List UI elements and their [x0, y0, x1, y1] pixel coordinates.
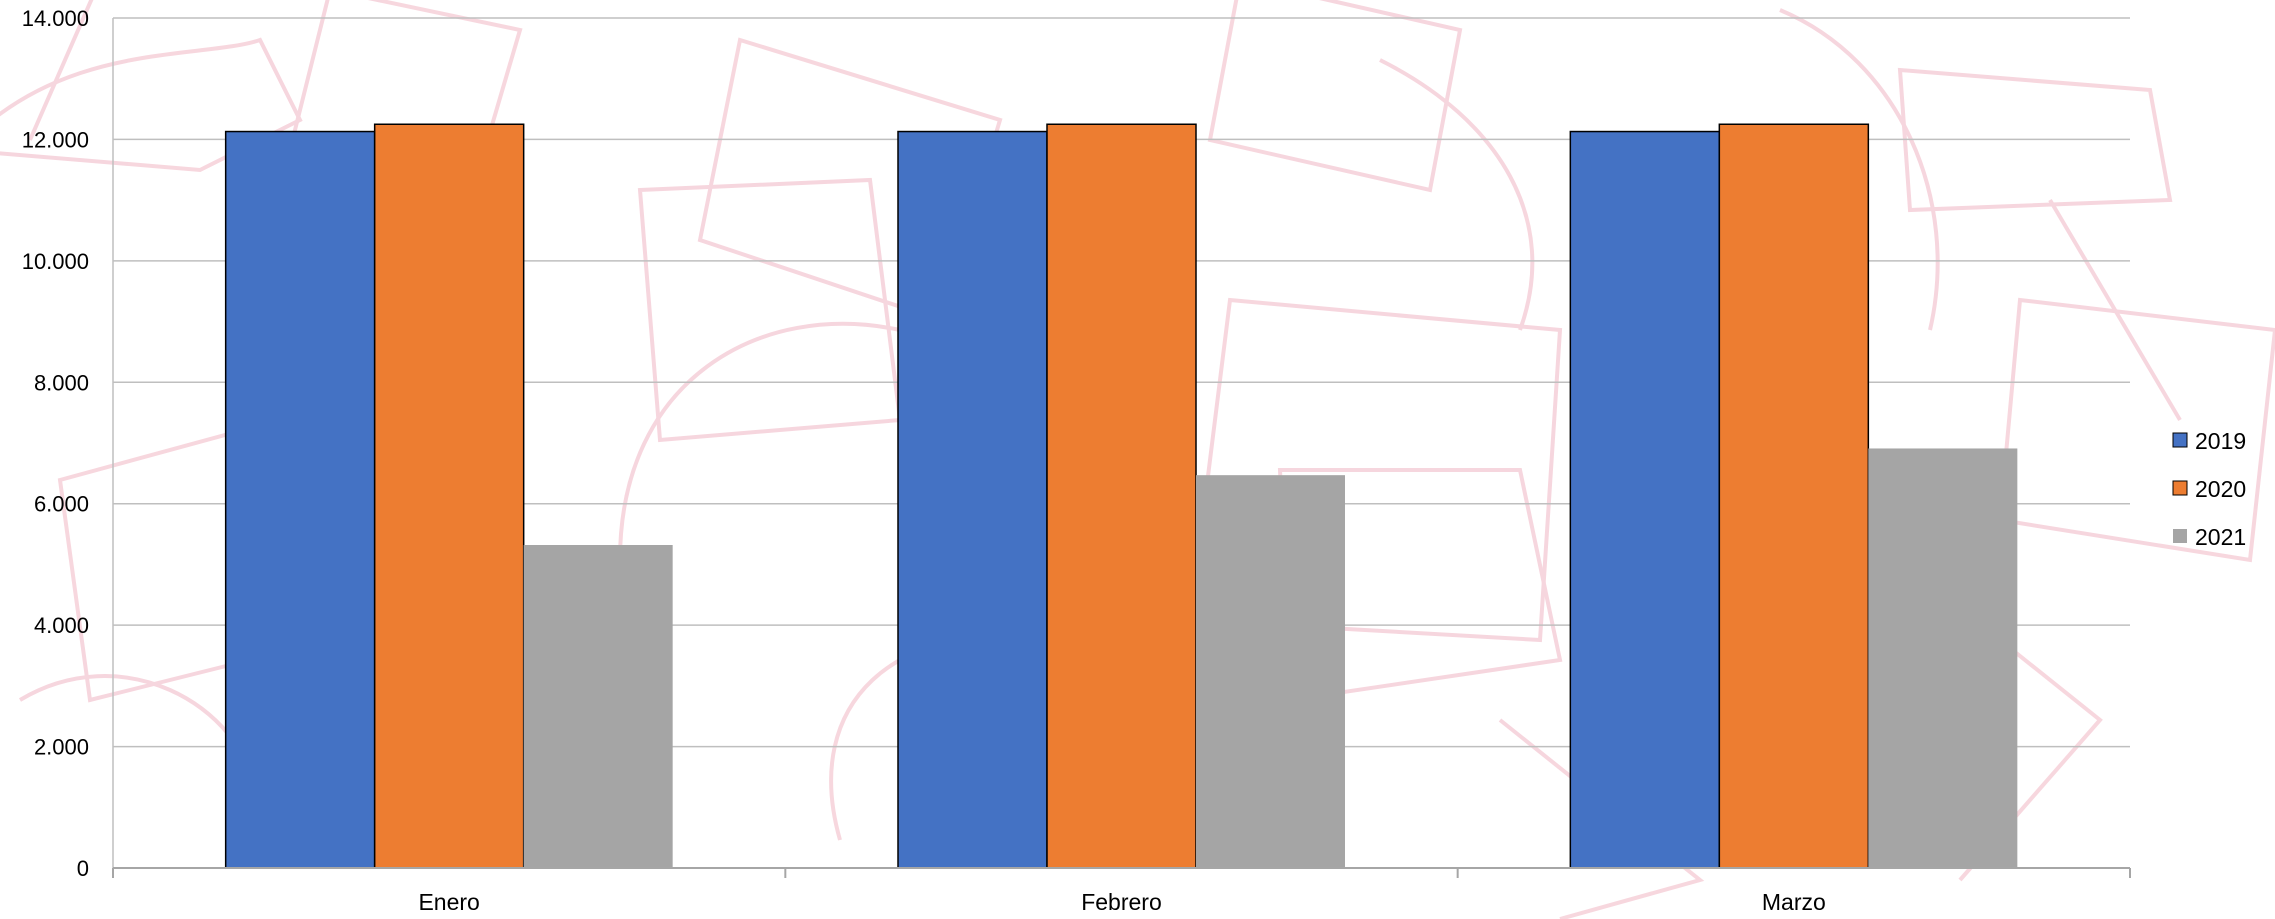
- bar-2021-enero: [523, 545, 673, 868]
- bar-2020-marzo: [1718, 123, 1870, 869]
- x-category-label: Febrero: [1081, 889, 1162, 915]
- bar-2019-febrero: [897, 130, 1048, 869]
- legend-swatch-2019: [2172, 432, 2188, 448]
- x-category-label: Enero: [418, 889, 479, 915]
- bars: [224, 123, 2018, 869]
- bar-2021-marzo: [1868, 448, 2018, 868]
- y-tick-label: 8.000: [34, 370, 89, 395]
- y-tick-label: 4.000: [34, 613, 89, 638]
- legend-label-2020: 2020: [2195, 476, 2246, 502]
- y-tick-label: 14.000: [22, 6, 89, 31]
- axes: 0 2.000 4.000 6.000 8.000 10.000 12.000 14.000 E…: [22, 6, 2131, 915]
- legend: 2019 2020 2021: [2172, 428, 2246, 550]
- y-tick-label: 6.000: [34, 492, 89, 517]
- legend-label-2021: 2021: [2195, 524, 2246, 550]
- x-category-label: Marzo: [1762, 889, 1826, 915]
- bar-2021-febrero: [1196, 475, 1345, 868]
- y-tick-label: 2.000: [34, 735, 89, 760]
- bar-2019-enero: [224, 130, 376, 869]
- bar-2020-enero: [373, 123, 525, 869]
- legend-label-2019: 2019: [2195, 428, 2246, 454]
- legend-swatch-2020: [2172, 480, 2188, 496]
- y-tick-label: 10.000: [22, 249, 89, 274]
- bar-2019-marzo: [1569, 130, 1721, 869]
- y-tick-label: 0: [77, 856, 89, 881]
- legend-swatch-2021: [2173, 529, 2187, 543]
- bar-2020-febrero: [1046, 123, 1197, 869]
- y-tick-label: 12.000: [22, 127, 89, 152]
